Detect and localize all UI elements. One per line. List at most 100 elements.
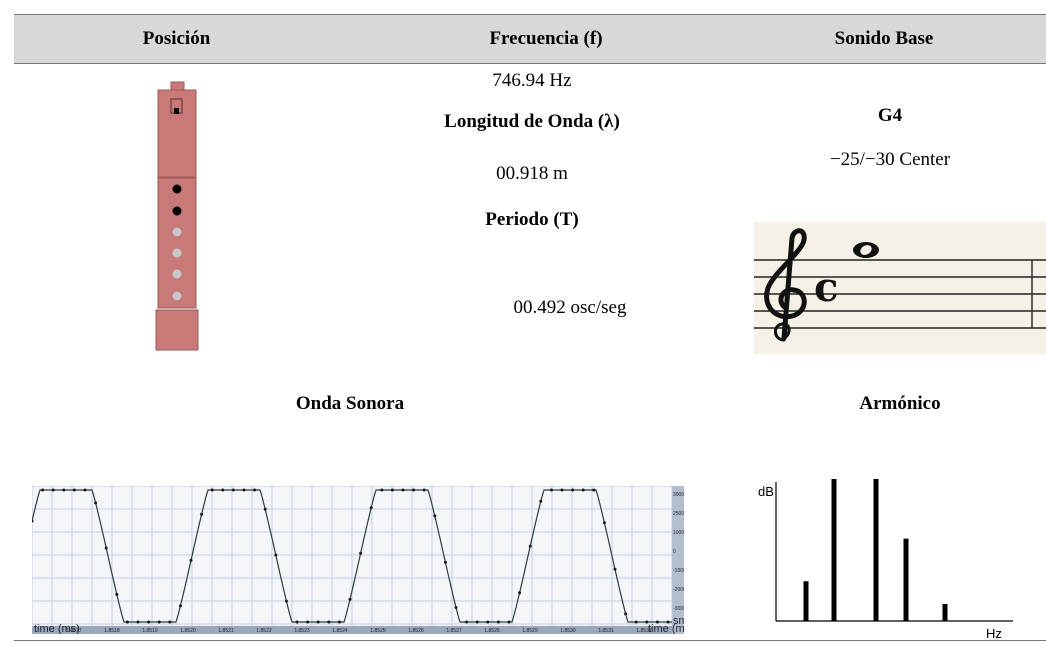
treble-clef-icon [764,228,807,342]
spectrum-xlabel: Hz [986,626,1002,641]
armonico-label: Armónico [859,393,941,414]
waveform-sample-point [634,620,638,624]
waveform-sample-point [41,488,45,492]
flute-hole-closed [172,184,182,194]
longitud-onda-label: Longitud de Onda (λ) [444,111,620,132]
frecuencia-value: 746.94 Hz [492,70,572,91]
periodo-label: Periodo (T) [485,209,579,230]
waveform-sample-point [51,488,55,492]
harmonic-spectrum-chart: dB Hz [758,479,1013,641]
harmonic-bar-1 [803,581,809,621]
waveform-sample-point [306,620,310,624]
waveform-sample-point [539,499,543,503]
waveform-sample-point [210,488,214,492]
common-time-icon: c [814,264,838,311]
waveform-sample-point [401,488,405,492]
waveform-sample-point [104,546,108,550]
header-frecuencia: Frecuencia (f) [489,28,603,49]
wave-amplitude-tick: 30000 [673,492,684,498]
waveform-sample-point [602,521,606,525]
waveform-sample-point [136,620,140,624]
spectrum-ylabel: dB [758,484,774,499]
waveform-sample-point [316,620,320,624]
wave-time-tick: 1.8520 [180,628,196,634]
waveform-sample-point [327,620,331,624]
wave-time-tick: 1.8522 [256,628,272,634]
wave-time-tick: 1.8529 [522,628,538,634]
wave-amplitude-tick: 25000 [673,511,684,517]
wave-time-tick: 1.8518 [104,628,120,634]
waveform-sample-point [337,620,341,624]
flute-foot [155,309,199,351]
wave-amplitude-tick: 0 [673,549,676,555]
harmonic-bar-4 [903,538,909,621]
waveform-sample-point [83,488,87,492]
waveform-sample-point [560,488,564,492]
flute-hole-closed [172,206,182,216]
header-sonido-base: Sonido Base [834,28,934,49]
waveform-sample-point [655,620,659,624]
harmonic-bar-3 [873,479,879,621]
waveform-sample-point [624,612,628,616]
wave-time-tick: 1.8521 [218,628,234,634]
flute-hole-open [172,248,182,258]
flute-hole-open [172,291,182,301]
waveform-sample-point [221,488,225,492]
waveform-sample-point [390,488,394,492]
waveform-sample-point [147,620,151,624]
waveform-sample-point [369,506,373,510]
wave-amplitude-tick: -30000 [673,606,684,612]
waveform-sample-point [178,604,182,608]
waveform-sample-point [475,620,479,624]
waveform-sample-point [284,599,288,603]
waveform-sample-point [518,591,522,595]
waveform-sample-point [125,620,129,624]
waveform-sample-point [62,488,66,492]
waveform-sample-point [32,519,34,523]
waveform-sample-point [613,567,617,571]
table-header: Posición Frecuencia (f) Sonido Base [14,14,1046,64]
table-bottom-rule [14,640,1046,641]
waveform-sample-point [454,606,458,609]
waveform-sample-point [571,488,575,492]
longitud-onda-value: 00.918 m [496,163,568,184]
waveform-sample-point [422,488,426,492]
wave-time-tick: 1.8517 [66,628,82,634]
periodo-value: 00.492 osc/seg [513,297,627,318]
wave-time-tick: 1.8530 [560,628,576,634]
waveform-sample-point [528,544,532,548]
waveform-sample-point [592,488,596,492]
waveform-sample-point [348,597,352,601]
waveform-sample-point [263,507,267,511]
waveform-sample-point [200,512,204,516]
waveform-sample-point [581,488,585,492]
wave-time-tick: 1.8523 [294,628,310,634]
waveform-sample-point [433,514,437,518]
wave-x-unit-right: time (ms) [648,623,684,634]
waveform-sample-point [645,620,649,624]
waveform-sample-point [443,560,447,564]
onda-sonora-label: Onda Sonora [295,393,405,414]
waveform-sample-point [295,620,299,624]
waveform-sample-point [189,558,193,562]
waveform-sample-point [94,501,98,505]
waveform-sample-point [666,620,670,624]
waveform-sample-point [253,488,257,492]
wave-x-unit-left: time (ms) [34,623,80,634]
waveform-sample-point [496,620,500,624]
note-cents: −25/−30 Center [829,149,951,170]
flute-illustration [155,81,199,351]
waveform-sample-point [486,620,490,624]
wave-amplitude-tick: -20000 [673,587,684,593]
harmonic-bar-2 [831,479,837,621]
waveform-sample-point [465,620,469,624]
flute-head [157,89,197,178]
wave-time-tick: 1.8527 [446,628,462,634]
flute-hole-open [172,269,182,279]
wave-time-tick: 1.8525 [370,628,386,634]
flute-hole-open [172,227,182,237]
waveform-sample-point [274,553,278,557]
whole-note-icon [853,242,879,258]
waveform-sample-point [168,620,172,624]
